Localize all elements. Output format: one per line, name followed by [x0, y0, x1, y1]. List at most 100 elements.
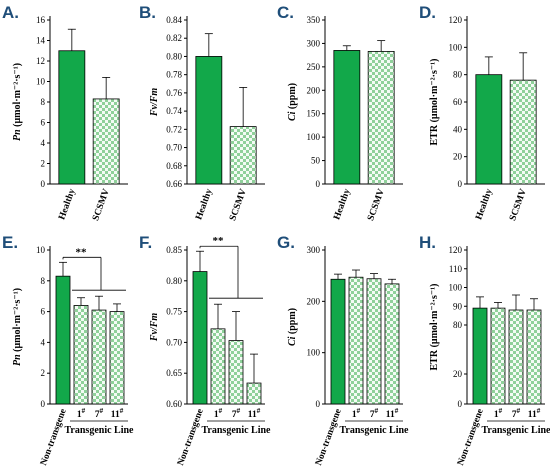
y-tick-label: 0.60 — [166, 399, 182, 409]
category-label: 7# — [95, 407, 104, 420]
panel-f: F. 0.60 0.65 0.70 0.75 0.80 0.85 Fv/Fm Non-trans… — [139, 233, 271, 467]
y-tick-label: 16 — [36, 15, 46, 25]
y-axis-label: Ci (ppm) — [287, 308, 298, 346]
y-tick-label: 100 — [449, 42, 463, 52]
panel-c: C. 0 50 100 150 200 250 300 350 Ci (ppm) Healthy SC… — [277, 3, 403, 222]
category-label: Non-transgene — [39, 408, 69, 467]
y-tick-label: 80 — [453, 320, 463, 330]
y-tick-label: 10 — [36, 77, 46, 87]
y-tick-label: 120 — [449, 245, 463, 255]
y-tick-label: 300 — [307, 245, 321, 255]
category-label: 7# — [512, 407, 521, 420]
significance-label: ** — [213, 235, 225, 247]
significance-label: ** — [76, 246, 88, 258]
panel-d: D. 0 20 40 60 80 100 120 ETR (μmol·m⁻²·s⁻¹) Healt… — [419, 3, 545, 222]
y-axis-label: Fv/Fm — [149, 313, 160, 343]
y-tick-label: 0.72 — [166, 124, 182, 134]
bar-0 — [192, 271, 208, 405]
y-tick-label: 100 — [307, 348, 321, 358]
category-label: Healthy — [474, 187, 494, 221]
y-tick-label: 250 — [307, 62, 321, 72]
category-label: SCSMV — [91, 187, 112, 222]
y-axis-label: Pn (μmol·m⁻²·s⁻¹) — [12, 63, 23, 141]
y-tick-label: 120 — [449, 15, 463, 25]
y-axis-label: ETR (μmol·m⁻²·s⁻¹) — [429, 284, 440, 371]
y-tick-label: 90 — [453, 301, 463, 311]
y-tick-label: 50 — [311, 156, 321, 166]
y-tick-label: 0.80 — [166, 276, 182, 286]
panel-letter: A. — [2, 3, 19, 22]
category-label: Non-transgene — [176, 408, 206, 467]
bar-0 — [58, 50, 86, 185]
y-tick-label: 0.76 — [166, 88, 182, 98]
y-tick-label: 200 — [307, 85, 321, 95]
bar-1 — [92, 98, 120, 185]
y-tick-label: 0.78 — [166, 70, 182, 80]
category-label: 11# — [386, 407, 399, 420]
y-tick-label: 0.75 — [166, 307, 182, 317]
bar-2 — [91, 309, 107, 405]
y-axis-label: ETR (μmol·m⁻²·s⁻¹) — [429, 59, 440, 146]
bar-3 — [526, 309, 542, 405]
y-tick-label: 0.70 — [166, 337, 182, 347]
bar-1 — [367, 50, 395, 185]
y-axis-label: Fv/Fm — [149, 88, 160, 118]
y-tick-label: 20 — [453, 369, 463, 379]
category-label: 1# — [494, 407, 503, 420]
y-tick-label: 0 — [458, 179, 463, 189]
y-tick-label: 100 — [449, 283, 463, 293]
y-tick-label: 200 — [307, 296, 321, 306]
category-label: Healthy — [57, 187, 77, 221]
y-tick-label: 0.68 — [166, 161, 182, 171]
y-tick-label: 60 — [453, 97, 463, 107]
y-axis-label: Pn (μmol·m⁻²·s⁻¹) — [12, 288, 23, 366]
bar-0 — [55, 275, 71, 405]
category-label: 1# — [352, 407, 361, 420]
y-tick-label: 6 — [41, 118, 46, 128]
category-label: Non-transgene — [314, 408, 344, 467]
panel-letter: G. — [277, 233, 295, 252]
y-tick-label: 0.80 — [166, 51, 182, 61]
category-label: 7# — [370, 407, 379, 420]
bar-1 — [490, 307, 506, 405]
category-label: 7# — [232, 407, 241, 420]
panel-a: A. 0 2 4 6 8 10 12 14 16 Pn (μmol·m⁻²·s⁻¹) Healthy S… — [2, 3, 128, 222]
group-label: Transgenic Line — [340, 425, 410, 436]
bar-1 — [229, 126, 257, 185]
category-label: 11# — [248, 407, 261, 420]
bar-0 — [330, 278, 346, 405]
y-tick-label: 8 — [41, 276, 46, 286]
panel-letter: B. — [139, 3, 156, 22]
bar-0 — [195, 56, 223, 185]
bar-3 — [246, 382, 262, 405]
panel-letter: C. — [277, 3, 294, 22]
y-tick-label: 100 — [307, 132, 321, 142]
bar-1 — [509, 79, 537, 185]
bar-0 — [472, 307, 488, 405]
panel-letter: H. — [419, 233, 436, 252]
category-label: Non-transgene — [456, 408, 486, 467]
y-tick-label: 0 — [316, 179, 321, 189]
category-label: 1# — [77, 407, 86, 420]
y-tick-label: 8 — [41, 97, 46, 107]
bar-2 — [508, 309, 524, 405]
bar-2 — [228, 340, 244, 405]
y-tick-label: 14 — [36, 36, 46, 46]
group-label: Transgenic Line — [65, 425, 135, 436]
bar-2 — [366, 278, 382, 405]
y-tick-label: 6 — [41, 307, 46, 317]
category-label: Healthy — [332, 187, 352, 221]
bar-3 — [109, 311, 125, 405]
bar-1 — [348, 276, 364, 405]
category-label: 11# — [528, 407, 541, 420]
panel-letter: F. — [139, 233, 152, 252]
bar-1 — [210, 328, 226, 405]
y-tick-label: 2 — [41, 368, 46, 378]
y-tick-label: 0 — [316, 399, 321, 409]
y-tick-label: 4 — [41, 337, 46, 347]
y-tick-label: 0 — [458, 399, 463, 409]
bar-0 — [475, 74, 503, 185]
y-tick-label: 110 — [449, 264, 463, 274]
panel-h: H. 0 20 80 90 100 110 120 ETR (μmol·m⁻²·s⁻¹) Non-… — [419, 233, 550, 467]
